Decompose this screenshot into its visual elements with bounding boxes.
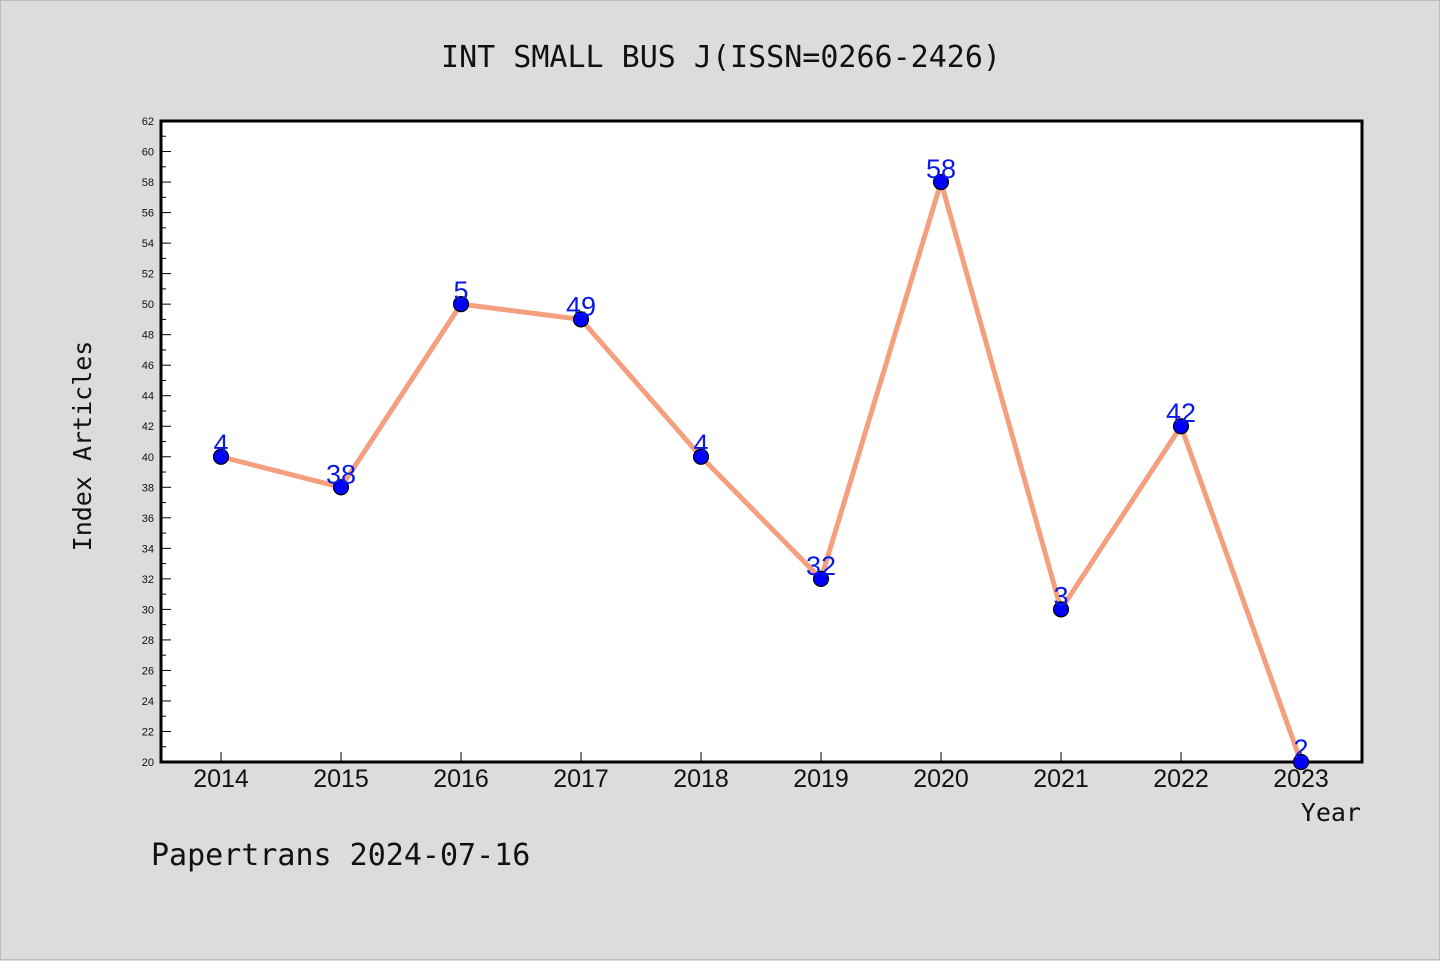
y-tick-label: 22 [142, 726, 154, 738]
y-tick-label: 24 [142, 696, 154, 708]
x-axis-title: Year [1301, 798, 1361, 827]
x-tick-label: 2017 [553, 765, 609, 793]
y-tick-label: 30 [142, 604, 154, 616]
data-point [812, 570, 830, 587]
y-tick-label: 32 [142, 574, 154, 586]
data-label: 5 [453, 276, 468, 306]
data-label: 58 [926, 154, 956, 184]
y-tick-label: 52 [142, 269, 154, 281]
data-point [692, 448, 710, 465]
y-tick-label: 54 [142, 238, 154, 250]
data-point [932, 173, 950, 191]
x-tick-label: 2022 [1153, 765, 1209, 793]
series-line-path [218, 179, 1304, 765]
y-tick-label: 46 [142, 360, 154, 372]
data-labels: 4 38 5 49 4 32 58 3 42 2 [213, 154, 1308, 764]
x-axis: 2014 2015 2016 2017 2018 2019 2020 2021 2022 2023 [193, 752, 1329, 793]
y-tick-label: 50 [142, 299, 154, 311]
x-tick-label: 2014 [193, 765, 249, 793]
data-label: 2 [1293, 734, 1308, 764]
data-point [332, 479, 350, 496]
y-tick-label: 58 [142, 177, 154, 189]
y-tick-label: 38 [142, 482, 154, 494]
y-tick-label: 44 [142, 391, 154, 403]
y-tick-label: 34 [142, 543, 154, 555]
y-tick-label: 20 [142, 757, 154, 769]
data-label: 32 [806, 551, 836, 581]
data-label: 42 [1166, 398, 1196, 428]
data-point [452, 296, 470, 313]
y-tick-label: 56 [142, 208, 154, 220]
y-tick-label: 36 [142, 513, 154, 525]
x-tick-label: 2018 [673, 765, 729, 793]
y-tick-label: 60 [142, 147, 154, 159]
y-axis: 20 22 24 26 28 30 32 34 36 38 40 42 44 46 48 50 52 54 56 58… [142, 116, 171, 769]
data-label: 3 [1053, 581, 1068, 611]
chart-title: INT SMALL BUS J(ISSN=0266-2426) [441, 40, 1001, 75]
footer-credit: Papertrans 2024-07-16 [151, 838, 530, 873]
data-point [1052, 601, 1070, 618]
y-tick-label: 28 [142, 635, 154, 647]
x-tick-label: 2021 [1033, 765, 1089, 793]
x-tick-label: 2019 [793, 765, 849, 793]
data-label: 49 [566, 291, 596, 321]
data-point [572, 311, 590, 328]
series-line [218, 179, 1304, 765]
y-axis-title: Index Articles [68, 341, 97, 552]
y-tick-label: 42 [142, 421, 154, 433]
y-tick-label: 62 [142, 116, 154, 128]
y-tick-label: 40 [142, 452, 154, 464]
x-tick-label: 2016 [433, 765, 489, 793]
data-point [1292, 753, 1310, 771]
y-tick-label: 26 [142, 665, 154, 677]
data-label: 4 [693, 429, 708, 459]
x-tick-label: 2020 [913, 765, 969, 793]
series-markers [212, 173, 1310, 771]
data-label: 38 [326, 459, 356, 489]
plot-area [159, 119, 1364, 764]
y-tick-label: 48 [142, 330, 154, 342]
data-label: 4 [213, 429, 228, 459]
data-point [1172, 418, 1190, 435]
data-point [212, 448, 230, 465]
x-tick-label: 2015 [313, 765, 369, 793]
